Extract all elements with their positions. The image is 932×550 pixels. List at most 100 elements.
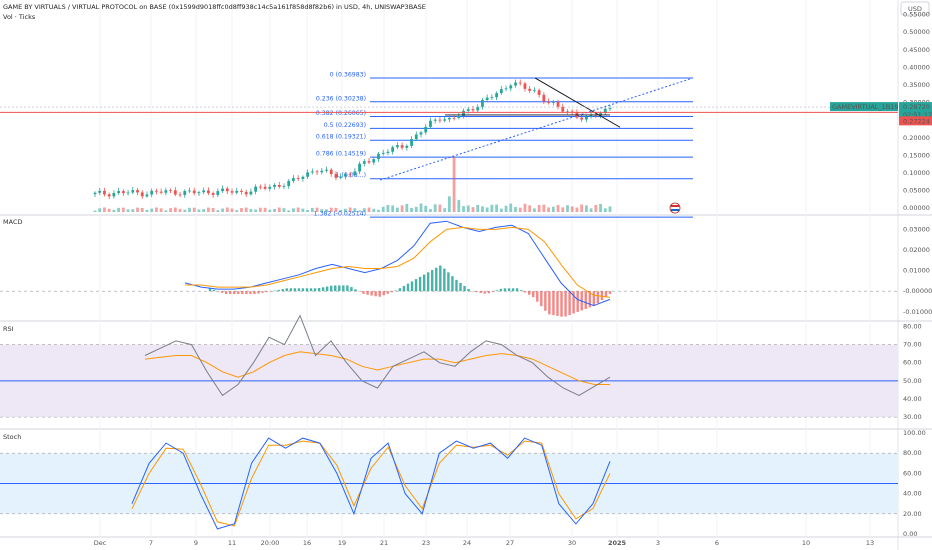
macd-histogram-bar	[220, 291, 224, 293]
macd-line	[184, 220, 611, 307]
volume-bar	[315, 207, 319, 212]
candle-body	[344, 174, 347, 177]
volume-bar	[481, 206, 484, 212]
volume-bar	[178, 208, 182, 212]
candle-body	[414, 134, 418, 140]
candle-body	[98, 190, 102, 193]
volume-bar	[419, 203, 423, 212]
fib-level-label: 0 (0.36983)	[330, 72, 366, 79]
volume-bar	[499, 208, 503, 212]
macd-histogram-bar	[410, 281, 414, 292]
volume-bar	[320, 209, 324, 212]
candle-body	[353, 171, 357, 176]
volume-bar	[405, 203, 409, 212]
volume-bar	[221, 208, 224, 212]
volume-bar	[391, 205, 395, 212]
time-axis-label: 24	[463, 539, 471, 547]
candle-body	[310, 171, 314, 173]
macd-histogram-bar	[273, 290, 276, 292]
volume-bar	[433, 204, 437, 212]
candle-body	[268, 186, 272, 189]
candle-body	[452, 117, 456, 119]
macd-histogram-bar	[249, 291, 252, 295]
candle-body	[292, 178, 295, 181]
macd-histogram-bar	[358, 291, 361, 292]
volume-bar	[580, 204, 584, 212]
time-axis-label: 10	[802, 539, 810, 547]
volume-bar	[457, 199, 461, 212]
candle-body	[258, 186, 262, 188]
symbol-tag-label: GAMEVIRTUAL_1B1990 USD	[832, 103, 923, 111]
volume-bar	[367, 207, 371, 212]
volume-bar	[348, 207, 352, 212]
candle-body	[438, 119, 442, 121]
volume-bar	[400, 205, 404, 212]
candle-body	[424, 126, 428, 133]
candle-body	[504, 88, 508, 90]
macd-histogram-bar	[277, 289, 280, 292]
time-axis-label: 16	[303, 539, 311, 547]
macd-histogram-bar	[216, 291, 220, 292]
volume-bar	[155, 207, 158, 212]
macd-histogram-bar	[297, 288, 301, 292]
rsi-pane-label: RSI	[3, 325, 14, 333]
candle-body	[447, 117, 451, 120]
candle-body	[211, 193, 215, 195]
candle-body	[263, 186, 267, 189]
volume-bar	[381, 206, 385, 212]
macd-histogram-bar	[572, 291, 575, 314]
volume-bar	[466, 205, 470, 212]
stoch-tick-label: 0.00	[903, 530, 917, 538]
volume-bar	[523, 203, 527, 212]
macd-histogram-bar	[237, 291, 240, 295]
price-tick-label: 0.55000	[903, 11, 930, 19]
macd-pane-label: MACD	[3, 218, 22, 226]
macd-histogram-bar	[564, 291, 567, 317]
macd-histogram-bar	[479, 291, 482, 293]
candle-body	[400, 145, 404, 148]
volume-bar	[537, 205, 541, 212]
macd-histogram-bar	[334, 285, 337, 292]
candle-body	[348, 174, 352, 176]
currency-button-label: USD	[908, 5, 922, 13]
candle-body	[112, 193, 116, 197]
price-tick-label: 0.15000	[903, 151, 930, 159]
currency-button[interactable]	[900, 1, 930, 16]
volume-bar	[599, 203, 602, 212]
price-tick-label: 0.50000	[903, 28, 930, 36]
candle-body	[429, 120, 432, 127]
volume-bar	[377, 209, 380, 212]
volume-bar	[589, 208, 593, 212]
candle-body	[145, 194, 149, 197]
candle-body	[140, 192, 144, 197]
macd-histogram-bar	[491, 291, 495, 292]
macd-histogram-bar	[224, 291, 228, 295]
macd-histogram-bar	[354, 289, 357, 292]
macd-histogram-bar	[390, 291, 394, 293]
volume-bar	[140, 207, 144, 212]
volume-bar	[471, 207, 475, 212]
macd-histogram-bar	[321, 287, 325, 292]
macd-histogram-bar	[253, 291, 256, 295]
volume-bar	[504, 205, 508, 212]
macd-histogram-bar	[305, 288, 309, 292]
candle-body	[584, 116, 588, 120]
macd-histogram-bar	[592, 291, 596, 306]
macd-histogram-bar	[414, 279, 418, 292]
candle-body	[599, 113, 602, 116]
candle-body	[367, 161, 371, 163]
candle-body	[362, 161, 366, 164]
candle-body	[358, 163, 361, 172]
volume-bar	[268, 209, 272, 212]
macd-histogram-bar	[455, 279, 458, 292]
volume-bar	[509, 203, 513, 212]
volume-bar	[386, 204, 390, 212]
volume-bar	[528, 205, 532, 212]
volume-bar	[429, 209, 432, 212]
volume-bar	[296, 207, 300, 212]
candle-body	[159, 191, 163, 193]
volume-bar	[150, 208, 154, 212]
macd-histogram-bar	[261, 291, 264, 293]
volume-bar	[542, 204, 546, 212]
